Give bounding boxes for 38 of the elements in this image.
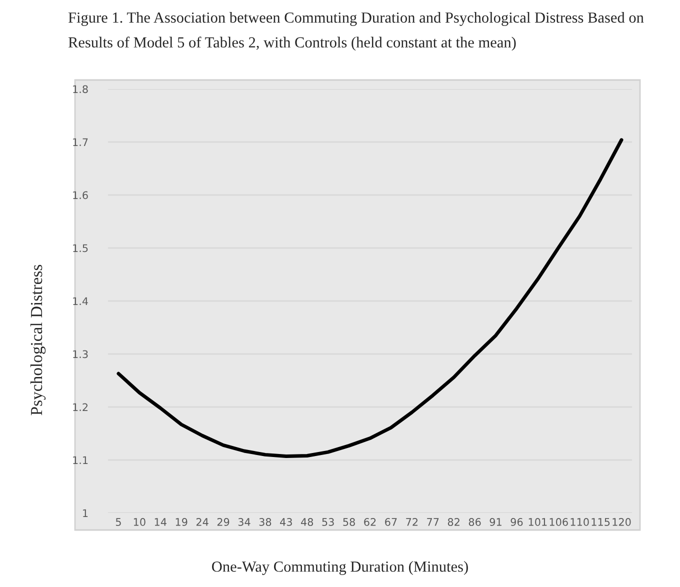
x-tick-label: 34: [238, 518, 250, 526]
y-axis-title: Psychological Distress: [30, 264, 46, 416]
x-tick-label: 96: [510, 518, 523, 526]
x-tick-label: 77: [427, 518, 439, 526]
y-tick-label: 1.3: [73, 350, 88, 358]
x-tick-label: 86: [468, 518, 481, 526]
x-tick-label: 5: [116, 518, 121, 526]
line-series: [116, 138, 624, 458]
x-tick-label: 72: [406, 518, 418, 526]
x-tick-label: 38: [259, 518, 272, 526]
x-tick-label: 24: [196, 518, 208, 526]
chart-title: Figure 1. The Association between Commuting Duration and Psychological Distress Based on Results of Model 5 of Tables 2, with Controls (held constant at the mean): [68, 12, 644, 51]
x-tick-label: 120: [612, 518, 631, 526]
x-tick-label: 43: [280, 518, 292, 526]
y-tick-label: 1.5: [73, 244, 88, 252]
x-tick-label: 106: [550, 518, 568, 526]
y-tick-label: 1: [83, 509, 88, 517]
x-tick-label: 48: [301, 518, 314, 526]
x-tick-label: 53: [322, 518, 334, 526]
x-tick-label: 19: [176, 518, 188, 526]
x-tick-label: 10: [134, 518, 146, 526]
x-tick-label: 115: [592, 518, 610, 526]
y-tick-label: 1.7: [73, 138, 88, 146]
x-tick-label: 14: [154, 518, 166, 526]
x-tick-label: 29: [217, 518, 230, 526]
x-tick-label: 110: [570, 518, 589, 526]
x-tick-label: 62: [364, 518, 376, 526]
y-tick-label: 1.1: [73, 456, 88, 464]
x-axis-title: One-Way Commuting Duration (Minutes): [212, 561, 468, 575]
y-tick-label: 1.2: [73, 403, 88, 411]
y-tick-label: 1.6: [73, 191, 88, 200]
x-tick-label: 58: [343, 518, 355, 526]
x-tick-label: 82: [448, 518, 460, 526]
x-tick-label: 67: [385, 518, 397, 526]
x-tick-label: 101: [528, 518, 547, 526]
y-tick-label: 1.8: [73, 85, 88, 94]
x-tick-label: 91: [490, 518, 502, 526]
y-tick-label: 1.4: [73, 297, 88, 305]
